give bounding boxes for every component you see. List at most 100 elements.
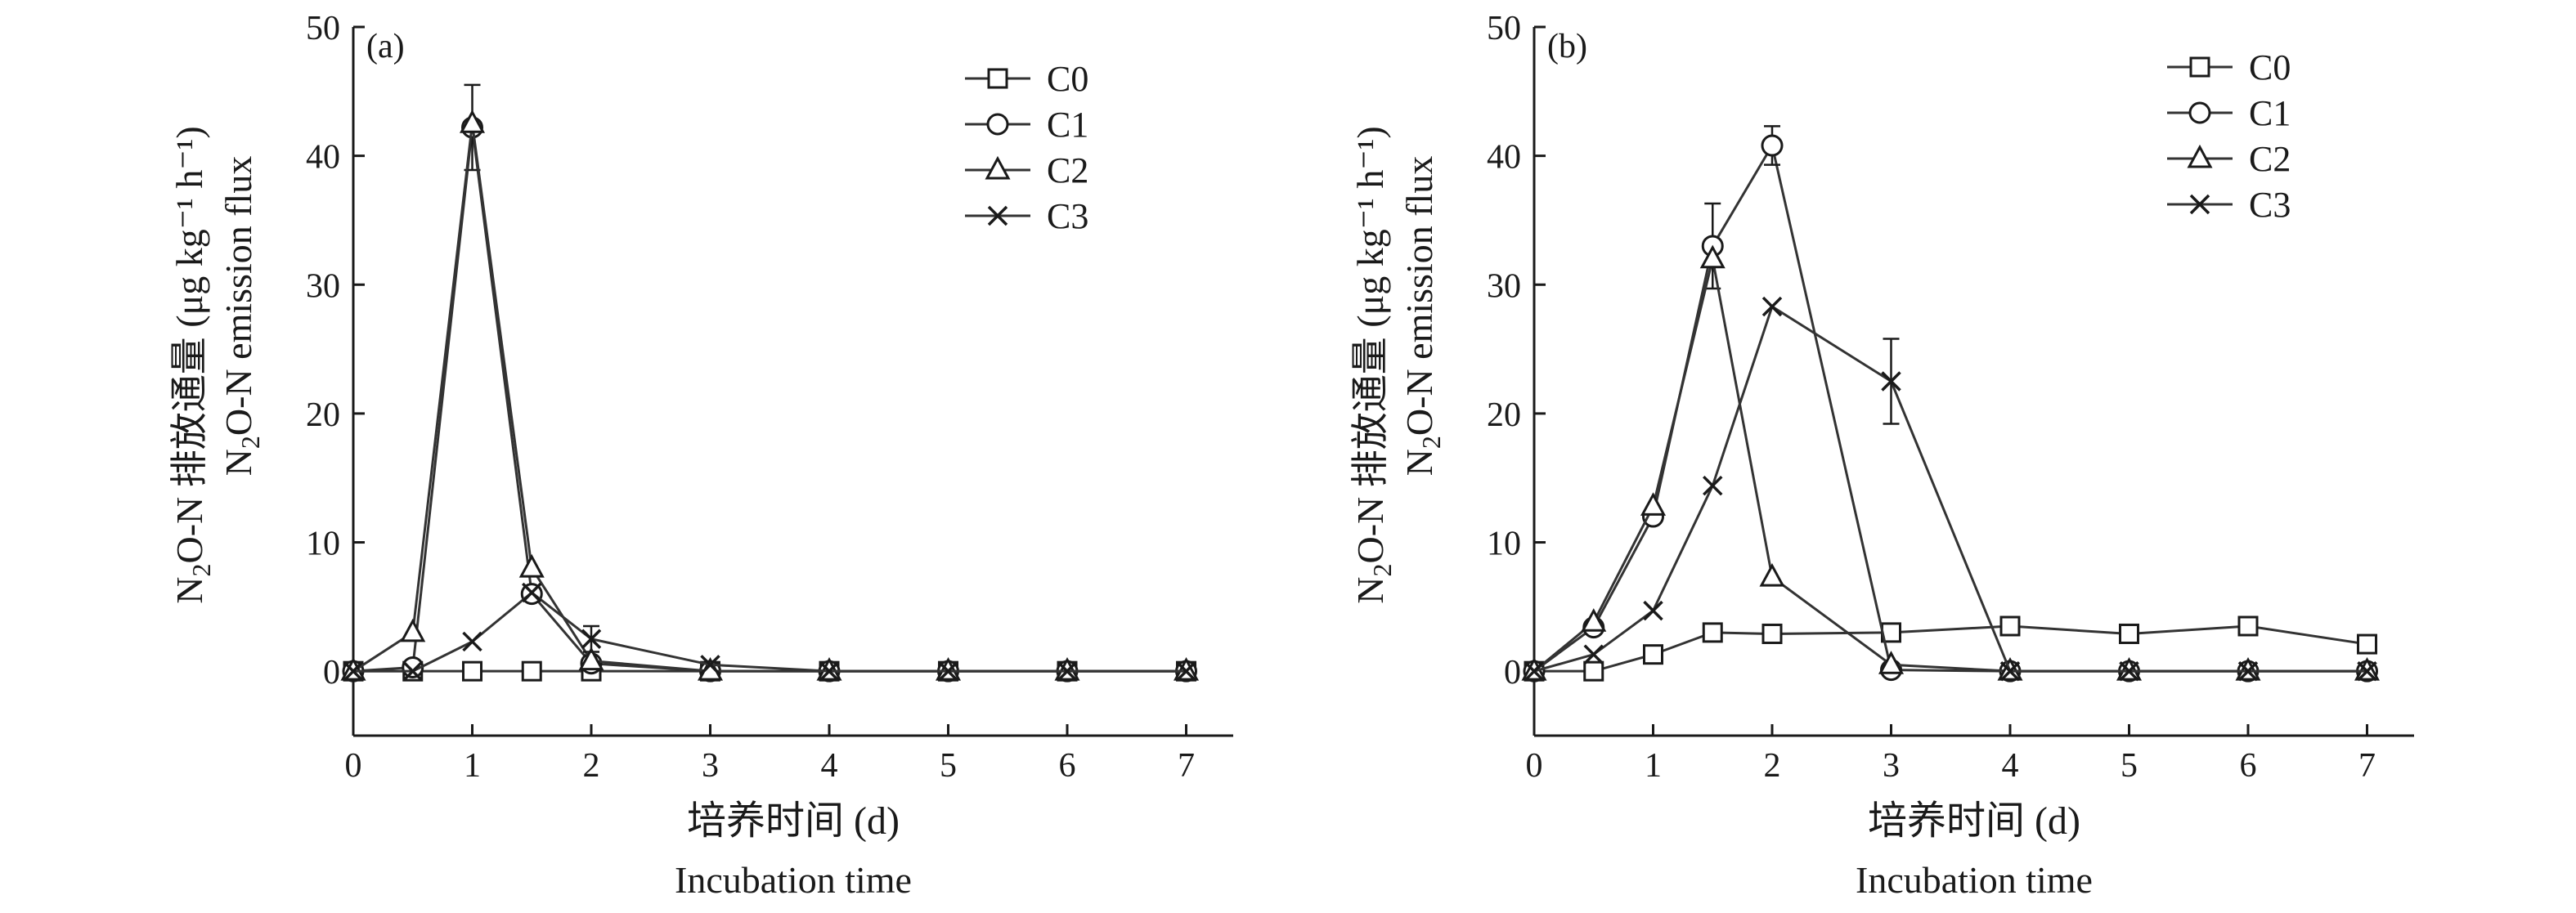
x-tick-label: 6 bbox=[1059, 747, 1076, 785]
series-c3 bbox=[343, 582, 1196, 682]
data-point bbox=[2357, 633, 2377, 655]
data-point bbox=[1699, 244, 1726, 269]
series-line bbox=[1533, 304, 2367, 673]
x-tick-label: 4 bbox=[821, 747, 838, 785]
y-tick-label: 50 bbox=[1487, 10, 1521, 47]
legend-marker bbox=[2189, 194, 2210, 215]
legend-label: C2 bbox=[1047, 150, 1088, 190]
legend-marker bbox=[985, 155, 1011, 180]
x-tick-label: 0 bbox=[1526, 747, 1543, 785]
legend-item: C2 bbox=[2167, 139, 2291, 179]
data-point bbox=[1761, 623, 1783, 644]
data-point bbox=[462, 631, 482, 652]
data-point bbox=[1583, 644, 1604, 665]
data-point bbox=[819, 660, 840, 682]
legend-item: C0 bbox=[965, 59, 1088, 99]
legend-marker bbox=[987, 68, 1008, 89]
x-tick-label: 7 bbox=[1178, 747, 1195, 785]
panel-b: 0 10 20 30 40 50 0 1 2 3 4 5 6 7 (b) 培养时间 (d) Incubation… bbox=[1349, 10, 2414, 901]
data-point bbox=[1057, 660, 1078, 682]
x-tick-label: 0 bbox=[345, 747, 362, 785]
x-tick-label: 3 bbox=[1883, 747, 1900, 785]
data-point bbox=[1878, 651, 1905, 674]
data-point bbox=[2237, 615, 2259, 637]
data-point bbox=[1583, 660, 1604, 682]
x-tick-label: 4 bbox=[2002, 747, 2019, 785]
data-point bbox=[462, 660, 482, 682]
x-tick-label: 2 bbox=[1764, 747, 1781, 785]
x-tick-label: 3 bbox=[702, 747, 719, 785]
x-tick-label: 2 bbox=[583, 747, 600, 785]
data-point bbox=[402, 660, 423, 682]
x-axis-label-cn: 培养时间 (d) bbox=[1868, 799, 2080, 843]
y-axis-label-en: N2O-N emission flux bbox=[218, 156, 265, 477]
series-line bbox=[353, 591, 1187, 673]
y-tick-label: 10 bbox=[1487, 526, 1521, 563]
series-c2 bbox=[1521, 244, 2381, 681]
data-point bbox=[459, 110, 486, 133]
data-point bbox=[1761, 296, 1783, 317]
data-point bbox=[581, 629, 602, 650]
y-tick-label: 30 bbox=[306, 267, 340, 305]
legend-label: C3 bbox=[1047, 196, 1088, 236]
x-tick-label: 6 bbox=[2240, 747, 2257, 785]
legend-marker bbox=[2187, 144, 2213, 168]
x-tick-label: 5 bbox=[940, 747, 957, 785]
data-point bbox=[1703, 475, 1723, 496]
data-point bbox=[2237, 660, 2259, 682]
legend-label: C2 bbox=[2249, 139, 2291, 179]
legend-item: C2 bbox=[965, 150, 1088, 190]
data-point bbox=[2357, 660, 2377, 682]
x-axis-label-en: Incubation time bbox=[675, 859, 912, 901]
series-line bbox=[1533, 142, 2367, 673]
data-point bbox=[700, 655, 720, 675]
data-point bbox=[1759, 562, 1785, 587]
legend-label: C0 bbox=[2249, 47, 2291, 87]
data-point bbox=[1999, 660, 2021, 682]
data-point bbox=[2119, 660, 2139, 682]
legend-item: C3 bbox=[965, 196, 1088, 236]
y-tick-label: 10 bbox=[306, 526, 340, 563]
series-line bbox=[1533, 258, 2367, 673]
panel-label: (a) bbox=[366, 28, 405, 65]
panel-a: 0 10 20 30 40 50 0 1 2 3 4 5 6 7 (a) 培养时间 (d) Incubation… bbox=[168, 10, 1233, 901]
x-tick-label: 1 bbox=[1645, 747, 1662, 785]
data-point bbox=[1999, 615, 2021, 637]
legend-marker bbox=[986, 113, 1009, 136]
x-tick-label: 5 bbox=[2120, 747, 2138, 785]
legend-label: C1 bbox=[1047, 105, 1088, 145]
data-point bbox=[521, 660, 542, 682]
legend-item: C1 bbox=[965, 105, 1088, 145]
series-line bbox=[1534, 624, 2367, 673]
y-tick-label: 40 bbox=[306, 139, 340, 177]
panel-label: (b) bbox=[1547, 28, 1587, 65]
series-c3 bbox=[1524, 296, 2377, 682]
data-point bbox=[1640, 492, 1667, 516]
data-point bbox=[343, 660, 364, 682]
data-point bbox=[522, 582, 542, 603]
data-point bbox=[578, 647, 604, 671]
data-point bbox=[1643, 644, 1663, 665]
legend-item: C0 bbox=[2167, 47, 2291, 87]
x-tick-label: 1 bbox=[464, 747, 481, 785]
data-point bbox=[1702, 622, 1723, 643]
y-tick-label: 20 bbox=[306, 396, 340, 434]
legend-item: C1 bbox=[2167, 93, 2291, 133]
data-point bbox=[1643, 600, 1663, 621]
data-point bbox=[1524, 660, 1545, 682]
y-tick-label: 0 bbox=[1504, 654, 1521, 691]
y-axis-label-cn: N2O-N 排放通量 (μg kg⁻¹ h⁻¹) bbox=[1349, 126, 1397, 603]
x-tick-label: 7 bbox=[2358, 747, 2376, 785]
data-point bbox=[1881, 371, 1901, 392]
data-point bbox=[938, 660, 958, 682]
data-point bbox=[1176, 660, 1196, 682]
legend-marker bbox=[987, 205, 1008, 226]
y-tick-label: 40 bbox=[1487, 139, 1521, 177]
data-point bbox=[400, 618, 426, 642]
legend-marker bbox=[2188, 101, 2211, 124]
x-axis-label-en: Incubation time bbox=[1856, 859, 2093, 901]
data-point bbox=[1761, 134, 1784, 157]
x-axis-label-cn: 培养时间 (d) bbox=[687, 799, 900, 843]
legend-label: C3 bbox=[2249, 185, 2291, 225]
